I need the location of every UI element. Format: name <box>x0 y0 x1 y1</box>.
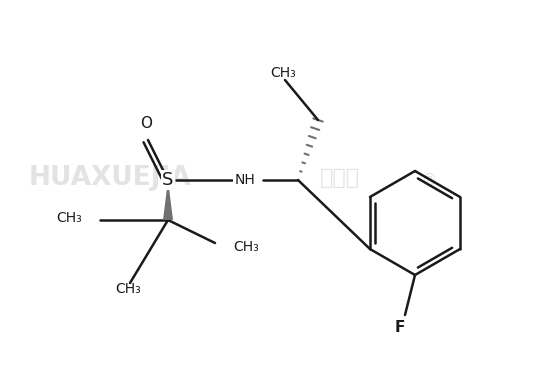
Text: 化学加: 化学加 <box>320 168 360 188</box>
Text: S: S <box>162 171 174 189</box>
Text: ®: ® <box>423 172 438 187</box>
Polygon shape <box>163 180 173 220</box>
Text: CH₃: CH₃ <box>56 211 82 225</box>
Text: CH₃: CH₃ <box>270 66 296 80</box>
Text: HUAXUEJIA: HUAXUEJIA <box>29 165 191 191</box>
Text: CH₃: CH₃ <box>115 282 141 296</box>
Text: CH₃: CH₃ <box>233 240 259 254</box>
Text: O: O <box>140 116 152 132</box>
Text: NH: NH <box>235 173 256 187</box>
Text: F: F <box>395 319 405 335</box>
